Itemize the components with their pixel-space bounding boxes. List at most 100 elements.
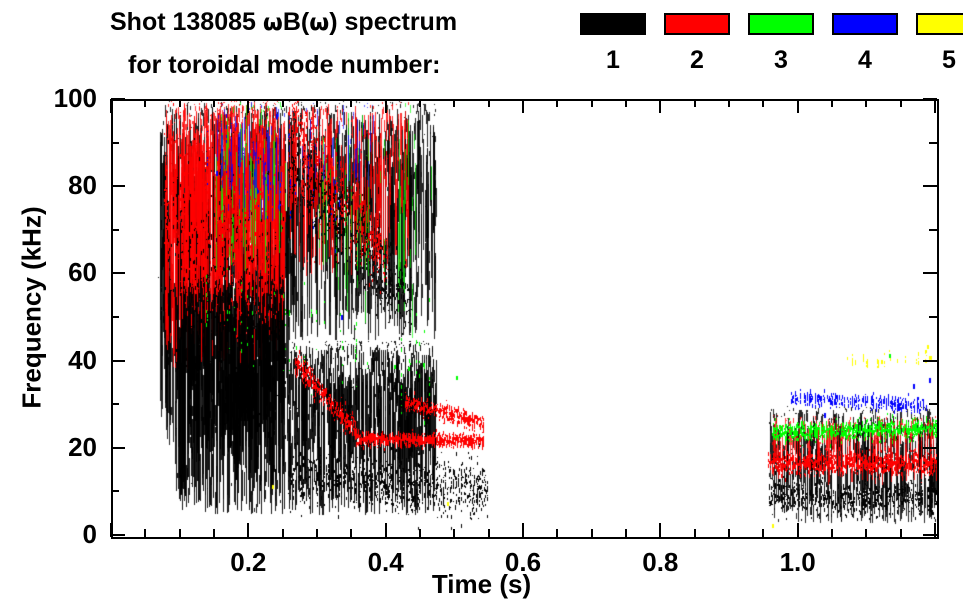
x-tick	[384, 99, 387, 113]
x-tick	[247, 99, 250, 113]
x-tick	[659, 523, 662, 537]
x-tick	[762, 99, 765, 107]
y-tick	[923, 185, 937, 188]
x-tick	[453, 99, 456, 107]
x-tick	[796, 99, 799, 113]
x-tick	[487, 529, 490, 537]
x-tick	[213, 99, 215, 107]
x-tick	[384, 523, 387, 537]
y-tick-label: 40	[68, 344, 97, 375]
y-tick	[111, 359, 125, 362]
y-tick	[929, 403, 937, 406]
x-tick	[625, 99, 627, 107]
x-tick	[419, 99, 421, 107]
x-tick	[110, 99, 112, 113]
y-tick	[929, 228, 937, 231]
x-tick	[625, 529, 627, 537]
x-tick-label: 0.2	[230, 547, 267, 577]
y-tick	[111, 185, 125, 188]
x-tick	[934, 523, 936, 537]
y-tick	[111, 403, 119, 406]
y-tick	[923, 272, 937, 275]
y-tick-label: 80	[68, 170, 97, 201]
figure-title-line-2: for toroidal mode number:	[128, 51, 441, 79]
omega-symbol-1: ω	[262, 10, 283, 36]
legend-label-2: 2	[690, 46, 704, 74]
legend-label-3: 3	[774, 46, 788, 74]
y-tick	[929, 316, 937, 318]
x-tick	[178, 529, 181, 537]
x-tick	[281, 99, 284, 107]
y-tick	[929, 490, 937, 493]
x-tick	[728, 99, 730, 107]
omega-symbol-2: ω	[309, 10, 330, 36]
x-tick	[865, 99, 868, 107]
x-tick	[522, 523, 524, 537]
x-tick	[144, 99, 147, 107]
x-tick	[178, 99, 181, 107]
y-tick	[923, 446, 937, 449]
legend-label-4: 4	[858, 46, 872, 74]
y-tick	[111, 316, 119, 318]
y-tick	[111, 534, 125, 536]
title-mid: B(	[282, 8, 310, 36]
x-tick-label: 0.4	[367, 547, 404, 577]
x-tick	[899, 99, 902, 107]
x-tick	[899, 529, 902, 537]
x-tick	[350, 529, 353, 537]
y-tick	[923, 98, 937, 100]
title-suffix: ) spectrum	[329, 8, 458, 36]
figure-title-line-1: Shot 138085 ωB(ω) spectrum	[110, 8, 457, 37]
y-tick	[111, 490, 119, 493]
y-tick	[111, 228, 119, 231]
x-tick	[934, 99, 936, 113]
y-tick	[111, 141, 119, 144]
legend-item-3: 3	[748, 13, 814, 74]
x-tick	[590, 99, 593, 107]
x-tick	[556, 99, 559, 107]
legend-item-4: 4	[832, 13, 898, 74]
x-tick	[762, 529, 765, 537]
legend-swatch-5	[916, 13, 963, 35]
x-tick-label: 0.6	[504, 547, 542, 577]
x-tick	[522, 99, 524, 113]
x-tick	[831, 99, 833, 107]
x-tick	[796, 523, 799, 537]
legend-swatch-3	[748, 13, 814, 35]
x-tick	[659, 99, 662, 113]
y-tick-label: 100	[53, 83, 97, 113]
y-tick-label: 60	[68, 257, 97, 288]
legend-label-1: 1	[606, 46, 620, 74]
y-tick-label: 20	[68, 431, 97, 462]
y-tick-label: 0	[82, 519, 97, 549]
x-tick	[316, 99, 318, 107]
x-tick	[213, 529, 215, 537]
x-tick	[316, 529, 318, 537]
x-tick	[728, 529, 730, 537]
x-tick	[487, 99, 490, 107]
x-tick-label: 1.0	[779, 547, 816, 577]
y-tick	[111, 98, 125, 100]
x-tick	[281, 529, 284, 537]
title-prefix: Shot 138085	[110, 8, 263, 36]
spectrogram-canvas	[113, 101, 937, 537]
x-tick	[453, 529, 456, 537]
x-tick	[590, 529, 593, 537]
x-tick	[110, 523, 112, 537]
plot-area	[111, 99, 939, 539]
y-tick	[111, 446, 125, 449]
legend-swatch-2	[664, 13, 730, 35]
x-tick	[556, 529, 559, 537]
y-tick	[111, 272, 125, 275]
legend-swatch-4	[832, 13, 898, 35]
x-tick-label: 0.8	[642, 547, 679, 577]
y-tick	[923, 534, 937, 536]
legend-label-5: 5	[942, 46, 956, 74]
legend-item-2: 2	[664, 13, 730, 74]
x-tick	[865, 529, 868, 537]
legend-swatch-1	[580, 13, 646, 35]
x-tick	[693, 529, 696, 537]
x-tick	[419, 529, 421, 537]
x-axis-title: Time (s)	[431, 569, 532, 599]
